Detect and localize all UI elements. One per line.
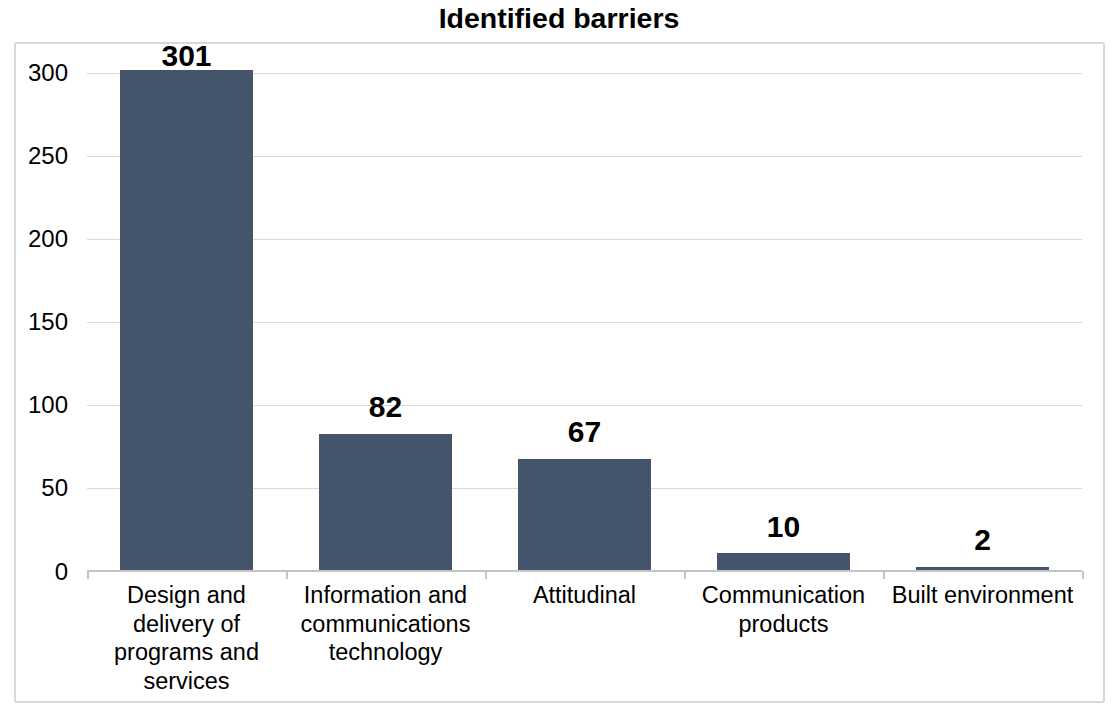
x-axis-category-label: Built environment xyxy=(883,581,1082,610)
bar xyxy=(319,434,452,570)
bar xyxy=(717,553,850,570)
chart-title: Identified barriers xyxy=(0,3,1118,33)
bar-chart: Identified barriers 0 50 100 150 200 250 300 30… xyxy=(0,0,1118,716)
x-axis-tick xyxy=(684,571,686,579)
y-axis-tick-label: 0 xyxy=(0,563,68,580)
x-axis-category-label: Attitudinal xyxy=(485,581,684,610)
x-axis-tick xyxy=(1082,571,1084,579)
bar xyxy=(916,567,1049,570)
x-axis-category-label: Information and communications technolog… xyxy=(286,581,485,667)
y-axis-tick-label: 50 xyxy=(0,479,68,496)
data-label: 82 xyxy=(319,396,452,418)
bar xyxy=(518,459,651,570)
y-axis-tick-label: 300 xyxy=(0,64,68,81)
bar xyxy=(120,70,253,570)
y-axis-tick-label: 200 xyxy=(0,230,68,247)
x-axis-tick xyxy=(883,571,885,579)
data-label: 10 xyxy=(717,516,850,538)
y-axis-tick-label: 100 xyxy=(0,396,68,413)
y-axis-tick-label: 250 xyxy=(0,147,68,164)
data-label: 301 xyxy=(120,45,253,67)
data-label: 2 xyxy=(916,529,1049,551)
x-axis-tick xyxy=(286,571,288,579)
data-label: 67 xyxy=(518,421,651,443)
x-axis-tick xyxy=(87,571,89,579)
x-axis-category-label: Communication products xyxy=(684,581,883,638)
x-axis-category-label: Design and delivery of programs and serv… xyxy=(87,581,286,695)
x-axis-tick xyxy=(485,571,487,579)
x-axis-line xyxy=(87,570,1082,572)
y-axis-tick-label: 150 xyxy=(0,313,68,330)
